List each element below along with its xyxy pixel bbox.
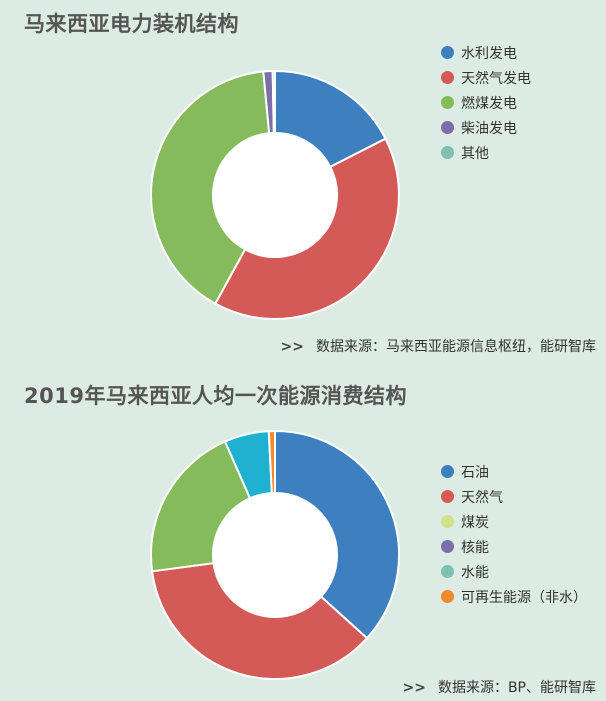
chart-1-legend-item: 水利发电 <box>441 40 531 65</box>
chart-2-legend-swatch <box>441 590 454 603</box>
chart-2-source-text: 数据来源：BP、能研智库 <box>437 680 596 696</box>
chart-1-legend-item: 天然气发电 <box>441 65 531 90</box>
chart-1-donut-hole <box>213 133 337 257</box>
chart-1-legend-label: 柴油发电 <box>461 120 517 137</box>
chart-2-legend-item: 水能 <box>441 559 587 584</box>
chart-2-legend-label: 石油 <box>461 464 489 481</box>
chart-1-legend-label: 其他 <box>461 145 489 162</box>
chart-1-legend-label: 燃煤发电 <box>461 95 517 112</box>
chart-2-source: >> 数据来源：BP、能研智库 <box>402 677 596 697</box>
chart-2-legend-item: 天然气 <box>441 484 587 509</box>
chart-1-legend-item: 燃煤发电 <box>441 90 531 115</box>
chart-2-legend-swatch <box>441 465 454 478</box>
chart-2-legend-swatch <box>441 490 454 503</box>
chart-2-legend-item: 可再生能源（非水） <box>441 584 587 609</box>
chart-2-donut <box>150 430 400 680</box>
chart-2-title: 2019年马来西亚人均一次能源消费结构 <box>24 384 407 408</box>
chart-2-legend-label: 可再生能源（非水） <box>461 589 587 606</box>
chart-1-source: >> 数据来源：马来西亚能源信息枢纽，能研智库 <box>281 336 596 356</box>
chart-2-legend-item: 核能 <box>441 534 587 559</box>
chart-2-legend-swatch <box>441 540 454 553</box>
chart-2-legend-item: 石油 <box>441 459 587 484</box>
chart-2-legend-label: 核能 <box>461 539 489 556</box>
chart-2-legend-item: 煤炭 <box>441 509 587 534</box>
chart-2-donut-hole <box>213 493 337 617</box>
chart-2-legend-swatch <box>441 565 454 578</box>
chart-1-slice-4 <box>271 70 276 135</box>
chart-1-source-prefix: >> <box>280 339 304 355</box>
chart-2-legend-label: 煤炭 <box>461 514 489 531</box>
chart-1-legend-swatch <box>441 121 454 134</box>
chart-2-source-prefix: >> <box>402 680 426 696</box>
chart-2-legend-swatch <box>441 515 454 528</box>
chart-1-legend: 水利发电天然气发电燃煤发电柴油发电其他 <box>441 40 531 165</box>
chart-1-source-text: 数据来源：马来西亚能源信息枢纽，能研智库 <box>316 339 596 355</box>
chart-1-title: 马来西亚电力装机结构 <box>24 12 239 36</box>
chart-1-legend-item: 柴油发电 <box>441 115 531 140</box>
chart-1-legend-item: 其他 <box>441 140 531 165</box>
chart-1-legend-label: 水利发电 <box>461 45 517 62</box>
chart-1-legend-swatch <box>441 71 454 84</box>
chart-1-donut <box>150 70 400 320</box>
chart-1-legend-swatch <box>441 146 454 159</box>
chart-1-legend-swatch <box>441 96 454 109</box>
chart-1-legend-label: 天然气发电 <box>461 70 531 87</box>
chart-2-legend: 石油天然气煤炭核能水能可再生能源（非水） <box>441 459 587 609</box>
chart-1-legend-swatch <box>441 46 454 59</box>
chart-2-legend-label: 水能 <box>461 564 489 581</box>
chart-2-legend-label: 天然气 <box>461 489 503 506</box>
